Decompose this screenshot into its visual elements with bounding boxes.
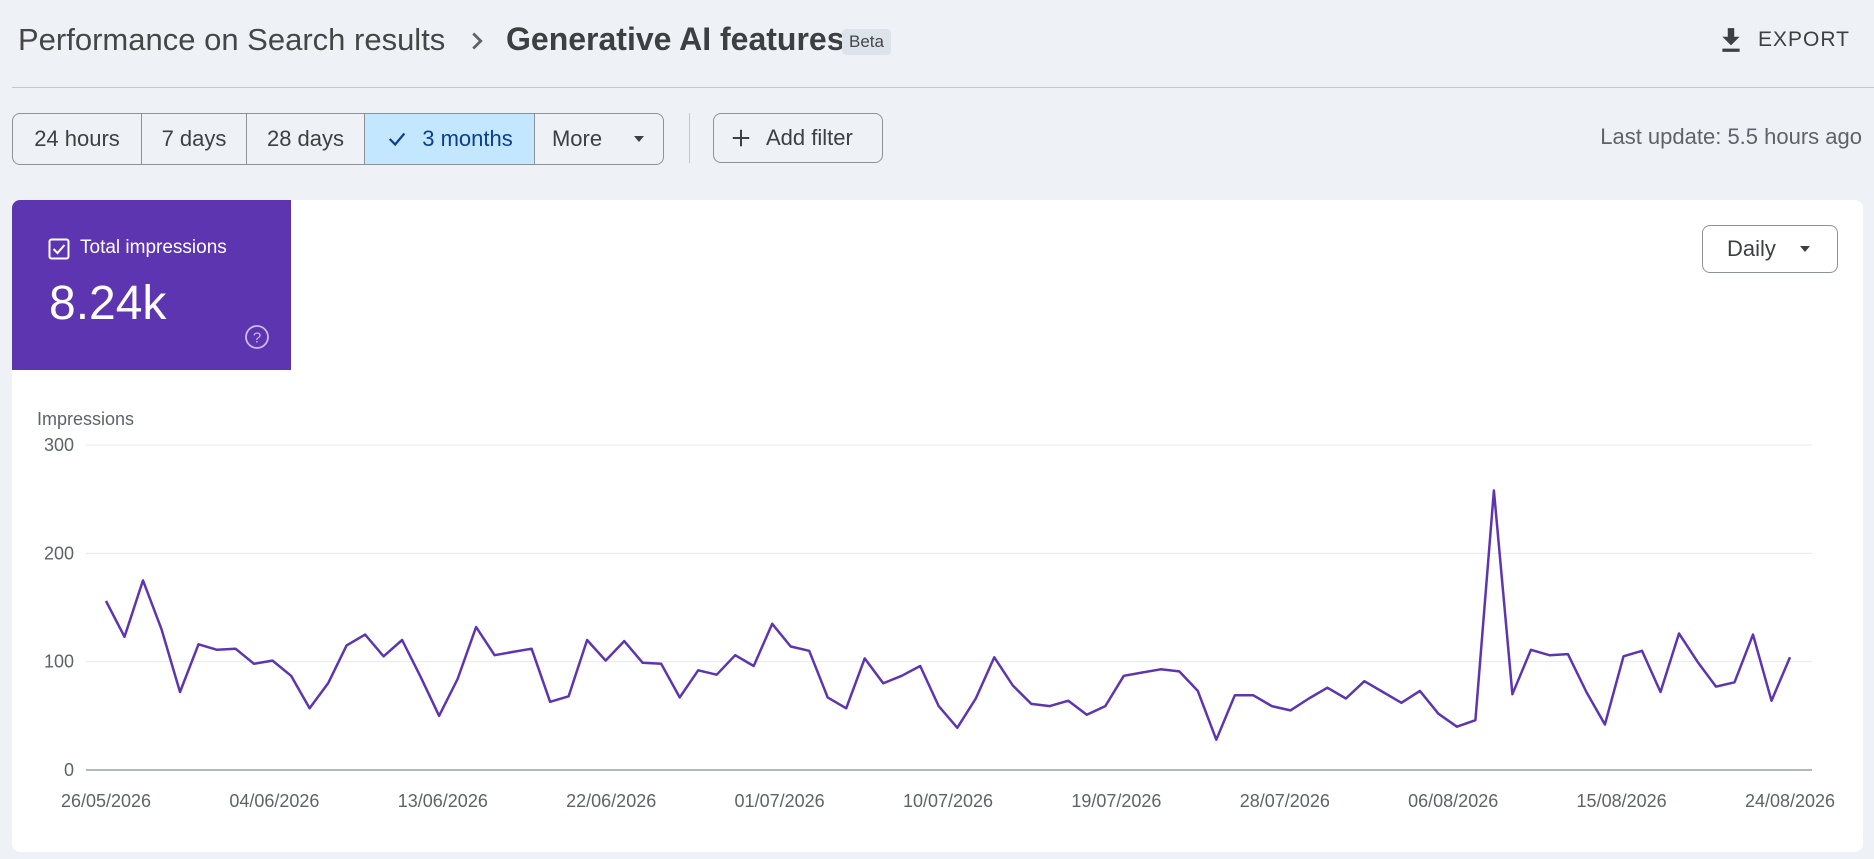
granularity-dropdown[interactable]: Daily (1702, 225, 1838, 273)
date-range-selector: 24 hours 7 days 28 days 3 months More (12, 113, 664, 165)
help-icon[interactable]: ? (244, 324, 270, 350)
x-tick-label: 01/07/2026 (735, 791, 825, 811)
range-label: 3 months (422, 126, 513, 151)
y-tick-label: 300 (44, 435, 74, 455)
range-label: More (551, 126, 603, 151)
export-button[interactable]: EXPORT (1718, 20, 1850, 60)
last-update-text: Last update: 5.5 hours ago (1600, 124, 1862, 149)
export-label: EXPORT (1758, 28, 1850, 51)
checkbox-checked-icon[interactable] (48, 238, 70, 260)
range-label: 28 days (266, 126, 345, 151)
total-impressions-metric-card[interactable]: Total impressions 8.24k ? (12, 200, 291, 370)
range-label: 24 hours (34, 126, 120, 151)
svg-text:?: ? (253, 330, 261, 347)
y-tick-label: 0 (64, 760, 74, 780)
range-24-hours-button[interactable]: 24 hours (13, 114, 142, 164)
beta-badge: Beta (842, 29, 891, 55)
impressions-line-chart: Impressions 0 100 200 300 26/05/2026 04/06/2… (37, 409, 1835, 811)
x-tick-label: 28/07/2026 (1240, 791, 1330, 811)
x-tick-label: 22/06/2026 (566, 791, 656, 811)
x-tick-label: 04/06/2026 (229, 791, 319, 811)
caret-down-icon (634, 136, 645, 142)
add-filter-button[interactable]: Add filter (713, 113, 883, 163)
check-icon (389, 132, 406, 147)
add-filter-label: Add filter (766, 125, 853, 150)
impressions-series-line (104, 489, 1792, 741)
range-label: 7 days (161, 126, 227, 151)
y-tick-label: 200 (44, 543, 74, 563)
page-header: Performance on Search results Generative… (0, 0, 1874, 88)
range-7-days-button[interactable]: 7 days (142, 114, 247, 164)
toolbar-divider (689, 113, 690, 163)
granularity-label: Daily (1727, 236, 1776, 261)
metric-value: 8.24k (49, 277, 167, 330)
x-tick-label: 06/08/2026 (1408, 791, 1498, 811)
x-tick-label: 24/08/2026 (1745, 791, 1835, 811)
y-axis-label: Impressions (37, 409, 134, 429)
header-divider (12, 87, 1874, 88)
x-tick-label: 15/08/2026 (1577, 791, 1667, 811)
plus-icon (732, 129, 750, 147)
metric-label: Total impressions (80, 237, 227, 258)
y-tick-label: 100 (44, 652, 74, 672)
download-icon (1722, 28, 1740, 52)
page-title: Generative AI features (506, 21, 845, 57)
x-tick-label: 19/07/2026 (1071, 791, 1161, 811)
x-tick-label: 13/06/2026 (398, 791, 488, 811)
range-3-months-button[interactable]: 3 months (365, 114, 535, 164)
x-tick-label: 26/05/2026 (61, 791, 151, 811)
chart-card: Impressions 0 100 200 300 26/05/2026 04/06/2… (12, 200, 1863, 852)
range-more-dropdown[interactable]: More (535, 114, 663, 164)
range-28-days-button[interactable]: 28 days (247, 114, 365, 164)
chevron-right-icon (472, 32, 483, 50)
caret-down-icon (1799, 246, 1810, 252)
x-tick-label: 10/07/2026 (903, 791, 993, 811)
breadcrumb-root[interactable]: Performance on Search results (18, 22, 446, 57)
